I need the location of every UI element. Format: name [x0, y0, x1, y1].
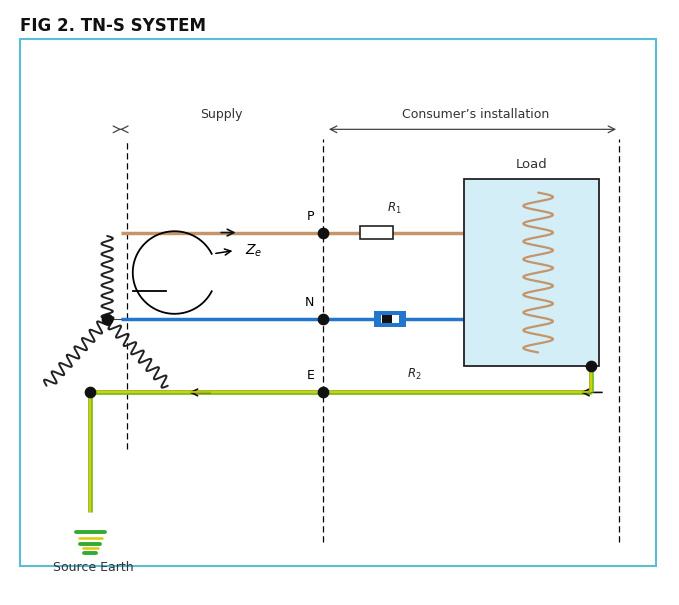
- Point: [317, 227, 328, 237]
- Bar: [374, 311, 406, 327]
- Text: Load: Load: [515, 159, 547, 171]
- Point: [585, 361, 596, 371]
- FancyBboxPatch shape: [20, 39, 656, 566]
- Bar: [361, 226, 392, 239]
- Point: [102, 315, 113, 324]
- Text: FIG 2. TN-S SYSTEM: FIG 2. TN-S SYSTEM: [20, 18, 206, 36]
- Bar: [381, 315, 399, 323]
- Bar: [464, 179, 599, 366]
- Point: [317, 388, 328, 397]
- Bar: [382, 315, 392, 323]
- Text: Source Earth: Source Earth: [54, 561, 134, 574]
- Text: E: E: [307, 370, 314, 382]
- Text: P: P: [307, 209, 314, 223]
- Text: N: N: [305, 296, 314, 309]
- Point: [85, 388, 96, 397]
- Text: Supply: Supply: [200, 108, 243, 120]
- Text: $R_2$: $R_2$: [407, 367, 422, 382]
- Text: $R_1$: $R_1$: [386, 201, 401, 216]
- Text: $Z_e$: $Z_e$: [245, 242, 263, 259]
- Text: Consumer’s installation: Consumer’s installation: [402, 108, 549, 120]
- Point: [317, 315, 328, 324]
